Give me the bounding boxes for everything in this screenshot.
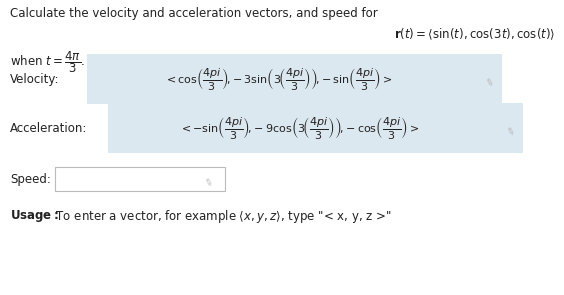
Text: $< \cos\!\left(\dfrac{4pi}{3}\right)\!,\!-3\sin\!\left(3\!\left(\dfrac{4pi}{3}\r: $< \cos\!\left(\dfrac{4pi}{3}\right)\!,\… [164,66,392,92]
Text: Speed:: Speed: [10,173,51,186]
Text: Acceleration:: Acceleration: [10,122,87,135]
Text: Velocity:: Velocity: [10,73,59,86]
FancyBboxPatch shape [55,167,225,191]
Text: when $t = \dfrac{4\pi}{3}$.: when $t = \dfrac{4\pi}{3}$. [10,49,85,75]
Text: ✎: ✎ [202,177,213,189]
Text: $\mathbf{r}(t) = \langle \sin(t), \cos(3t), \cos(t)\rangle$: $\mathbf{r}(t) = \langle \sin(t), \cos(3… [394,27,555,42]
FancyBboxPatch shape [108,103,523,153]
Text: $< -\sin\!\left(\dfrac{4pi}{3}\right)\!,\!-9\cos\!\left(3\!\left(\dfrac{4pi}{3}\: $< -\sin\!\left(\dfrac{4pi}{3}\right)\!,… [179,115,419,141]
Text: Calculate the velocity and acceleration vectors, and speed for: Calculate the velocity and acceleration … [10,7,378,20]
Text: $\bf{Usage:}$: $\bf{Usage:}$ [10,208,59,224]
Text: ✎: ✎ [505,126,515,138]
Text: To enter a vector, for example $\langle x, y, z\rangle$, type "< x, y, z >": To enter a vector, for example $\langle … [52,208,391,225]
FancyBboxPatch shape [87,54,502,104]
Text: ✎: ✎ [483,77,494,89]
